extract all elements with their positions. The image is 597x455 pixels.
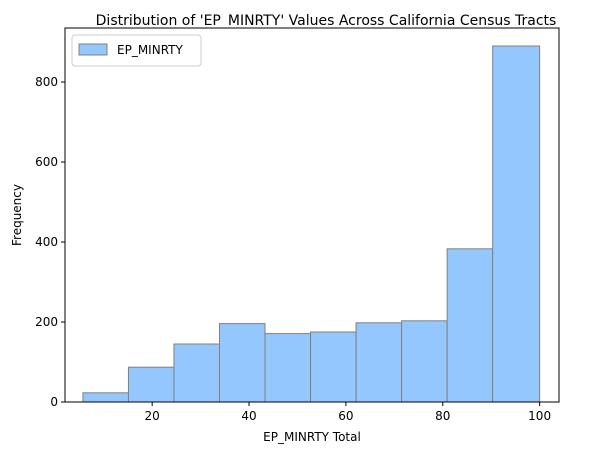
y-tick-label: 400: [35, 235, 58, 249]
histogram-bar: [173, 343, 220, 403]
x-axis-label: EP_MINRTY Total: [263, 430, 361, 444]
histogram-bar: [127, 366, 175, 403]
histogram-bar: [82, 392, 129, 403]
bars-group: [82, 45, 541, 403]
x-tick-label: 100: [528, 409, 551, 423]
histogram-bar: [492, 45, 541, 403]
legend: EP_MINRTY: [71, 34, 202, 67]
histogram-bar: [355, 322, 403, 403]
legend-label: EP_MINRTY: [117, 43, 183, 57]
y-tick-label: 200: [35, 315, 58, 329]
x-tick-label: 80: [435, 409, 450, 423]
legend-frame: [71, 34, 202, 67]
histogram-bar: [264, 333, 312, 403]
y-axis-ticks: 0 200 400 600 800: [35, 75, 65, 409]
y-tick-label: 0: [50, 395, 58, 409]
y-axis-label: Frequency: [10, 184, 24, 246]
x-tick-label: 20: [145, 409, 160, 423]
y-tick-label: 800: [35, 75, 58, 89]
x-tick-label: 40: [241, 409, 256, 423]
chart-title: Distribution of 'EP_MINRTY' Values Acros…: [96, 13, 557, 29]
legend-swatch: [78, 43, 108, 56]
x-axis-ticks: 20 40 60 80 100: [145, 402, 551, 423]
plot-frame: [64, 27, 560, 403]
histogram-bar: [446, 248, 494, 403]
histogram-bar: [218, 323, 266, 403]
x-tick-label: 60: [338, 409, 353, 423]
y-tick-label: 600: [35, 155, 58, 169]
histogram-bar: [310, 331, 357, 403]
histogram-bar: [401, 320, 448, 403]
